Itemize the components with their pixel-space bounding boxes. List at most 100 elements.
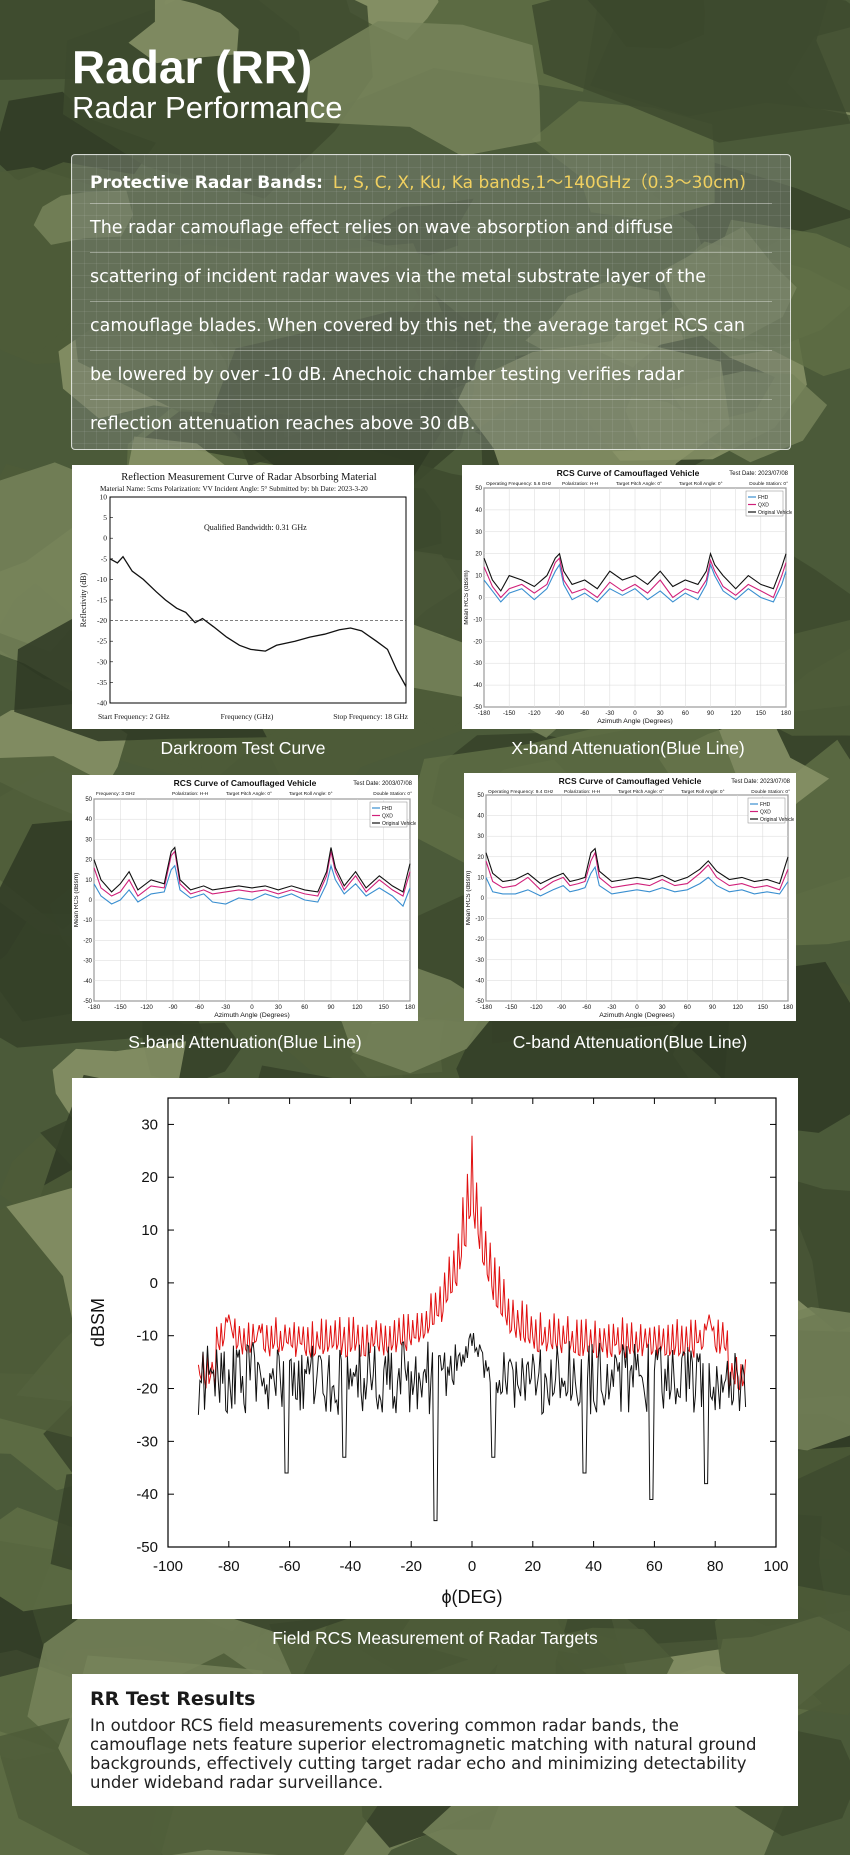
legend-label: QXD xyxy=(382,814,393,820)
x-tick-label: 30 xyxy=(659,1004,666,1011)
y-tick-label: 50 xyxy=(85,797,92,803)
y-tick-label: 40 xyxy=(85,817,92,823)
series-line-qxd xyxy=(483,556,787,599)
chart-header-item: Polarization: H-H xyxy=(562,481,599,487)
y-tick-label: 20 xyxy=(141,1169,158,1186)
y-tick-label: 10 xyxy=(475,574,482,580)
x-tick-label: 120 xyxy=(733,1004,744,1011)
series-line-qxd xyxy=(93,850,411,897)
y-tick-label: -20 xyxy=(97,616,107,625)
series-line-red xyxy=(197,1135,747,1391)
x-tick-label: -30 xyxy=(605,710,615,717)
results-body: In outdoor RCS field measurements coveri… xyxy=(90,1716,757,1792)
y-tick-label: -40 xyxy=(136,1486,158,1503)
x-tick-label: 0 xyxy=(250,1004,254,1011)
legend-label: FHD xyxy=(382,806,393,812)
x-tick-label: 150 xyxy=(379,1004,390,1011)
y-tick-label: 0 xyxy=(103,534,107,543)
y-axis-label: Mean RCS (dBsm) xyxy=(466,871,472,926)
legend-label: Original Vehicle xyxy=(760,817,794,823)
y-tick-label: -25 xyxy=(97,637,107,646)
x-axis-label: Frequency (GHz) xyxy=(221,712,274,721)
x-tick-label: 40 xyxy=(585,1558,602,1575)
x-tick-label: -90 xyxy=(555,710,565,717)
legend-label: Original Vehicle xyxy=(758,510,792,516)
legend-label: Original Vehicle xyxy=(382,821,416,827)
chart-header-item: Frequency: 3 GHz xyxy=(96,791,136,797)
darkroom-chart-figure: Reflection Measurement Curve of Radar Ab… xyxy=(72,465,414,729)
chart-test-date: Test Date: 2003/07/08 xyxy=(353,781,412,787)
y-tick-label: 30 xyxy=(477,834,484,840)
x-tick-label: 60 xyxy=(301,1004,308,1011)
x-tick-label: 60 xyxy=(682,710,689,717)
y-axis-label: Mean RCS (dBsm) xyxy=(74,873,80,928)
x-tick-label: -120 xyxy=(530,1004,543,1011)
series-line-original-vehicle xyxy=(485,847,789,885)
x-tick-label: -180 xyxy=(88,1004,101,1011)
x-tick-label: -60 xyxy=(582,1004,592,1011)
y-tick-label: -20 xyxy=(83,938,92,944)
x-tick-label: 30 xyxy=(275,1004,282,1011)
y-tick-label: 20 xyxy=(85,858,92,864)
y-tick-label: 0 xyxy=(479,596,483,602)
chart-header-item: Double Station: 0° xyxy=(373,791,412,797)
x-tick-label: 30 xyxy=(657,710,664,717)
y-axis-label: Reflectivity (dB) xyxy=(79,572,88,627)
plot-frame xyxy=(167,1097,777,1548)
bandwidth-annotation: Qualified Bandwidth: 0.31 GHz xyxy=(204,523,307,532)
x-tick-label: -150 xyxy=(505,1004,518,1011)
x-tick-label: 20 xyxy=(524,1558,541,1575)
x-axis-label: Azimuth Angle (Degrees) xyxy=(599,1012,675,1019)
cband-caption: C-band Attenuation(Blue Line) xyxy=(512,1032,748,1052)
description-line: be lowered by over -10 dB. Anechoic cham… xyxy=(90,351,772,400)
y-tick-label: -10 xyxy=(473,617,482,623)
chart-header-item: Target Roll Angle: 0° xyxy=(681,789,725,795)
x-tick-label: 150 xyxy=(758,1004,769,1011)
x-tick-label: 0 xyxy=(468,1558,476,1575)
y-tick-label: -20 xyxy=(475,937,484,943)
x-tick-label: -120 xyxy=(140,1004,153,1011)
x-tick-label: -40 xyxy=(340,1558,362,1575)
y-tick-label: -50 xyxy=(475,999,484,1005)
chart-meta: Material Name: 5cms Polarization: VV Inc… xyxy=(100,485,368,493)
y-tick-label: -30 xyxy=(475,958,484,964)
y-tick-label: -30 xyxy=(473,661,482,667)
reflectivity-curve xyxy=(109,555,407,687)
x-tick-label: 60 xyxy=(684,1004,691,1011)
series-line-original-vehicle xyxy=(93,846,411,893)
x-tick-label: 60 xyxy=(646,1558,663,1575)
xband-chart-figure: RCS Curve of Camouflaged Vehicle Test Dat… xyxy=(462,465,794,729)
y-tick-label: -10 xyxy=(136,1328,158,1345)
y-tick-label: 40 xyxy=(477,814,484,820)
x-tick-label: 150 xyxy=(756,710,767,717)
chart-title: Reflection Measurement Curve of Radar Ab… xyxy=(121,472,377,483)
x-tick-label: -90 xyxy=(169,1004,179,1011)
cband-chart-figure: RCS Curve of Camouflaged Vehicle Test Dat… xyxy=(464,773,796,1021)
x-tick-label: 180 xyxy=(783,1004,794,1011)
x-tick-label: 180 xyxy=(405,1004,416,1011)
chart-header-item: Target Pitch Angle: 0° xyxy=(226,791,272,797)
series-line-fhd xyxy=(483,562,787,603)
y-tick-label: 10 xyxy=(141,1222,158,1239)
x-tick-label: -100 xyxy=(153,1558,183,1575)
y-tick-label: 50 xyxy=(477,793,484,799)
y-tick-label: 0 xyxy=(481,896,485,902)
x-axis-label: Azimuth Angle (Degrees) xyxy=(597,718,673,725)
y-tick-label: -5 xyxy=(101,554,107,563)
chart-header-item: Operating Frequency: 9.4 GHz xyxy=(488,789,554,795)
x-tick-label: 90 xyxy=(328,1004,335,1011)
y-tick-label: -10 xyxy=(475,917,484,923)
protective-bands-row: Protective Radar Bands: L, S, C, X, Ku, K… xyxy=(90,163,772,204)
x-tick-label: 80 xyxy=(707,1558,724,1575)
legend-label: QXD xyxy=(758,503,769,509)
y-tick-label: -35 xyxy=(97,678,107,687)
stop-frequency-label: Stop Frequency: 18 GHz xyxy=(333,712,408,721)
x-tick-label: -180 xyxy=(480,1004,493,1011)
sband-chart-figure: RCS Curve of Camouflaged Vehicle Test Dat… xyxy=(72,775,418,1021)
chart-title: RCS Curve of Camouflaged Vehicle xyxy=(557,468,700,478)
y-tick-label: 5 xyxy=(103,513,107,522)
series-line-qxd xyxy=(485,850,789,891)
x-tick-label: 90 xyxy=(709,1004,716,1011)
y-tick-label: 20 xyxy=(477,855,484,861)
